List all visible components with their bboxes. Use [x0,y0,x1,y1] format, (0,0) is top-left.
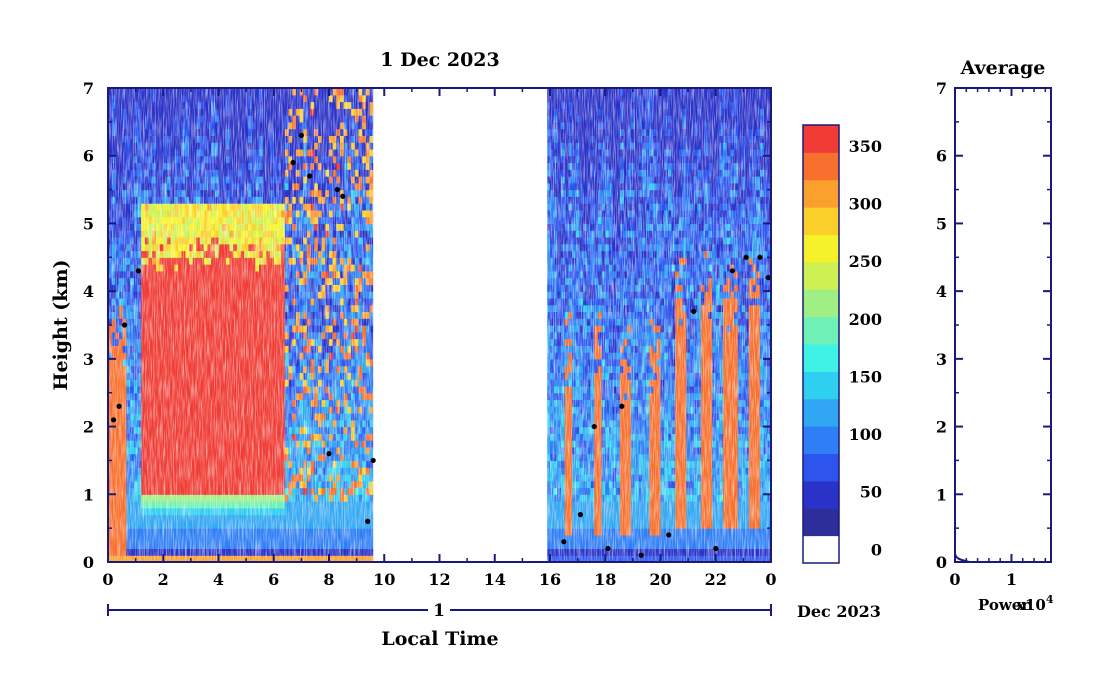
heatmap-panel: 0 2 4 6 8 10 12 14 16 18 20 22 001234567 1 Dec 2023 … [50,49,881,650]
